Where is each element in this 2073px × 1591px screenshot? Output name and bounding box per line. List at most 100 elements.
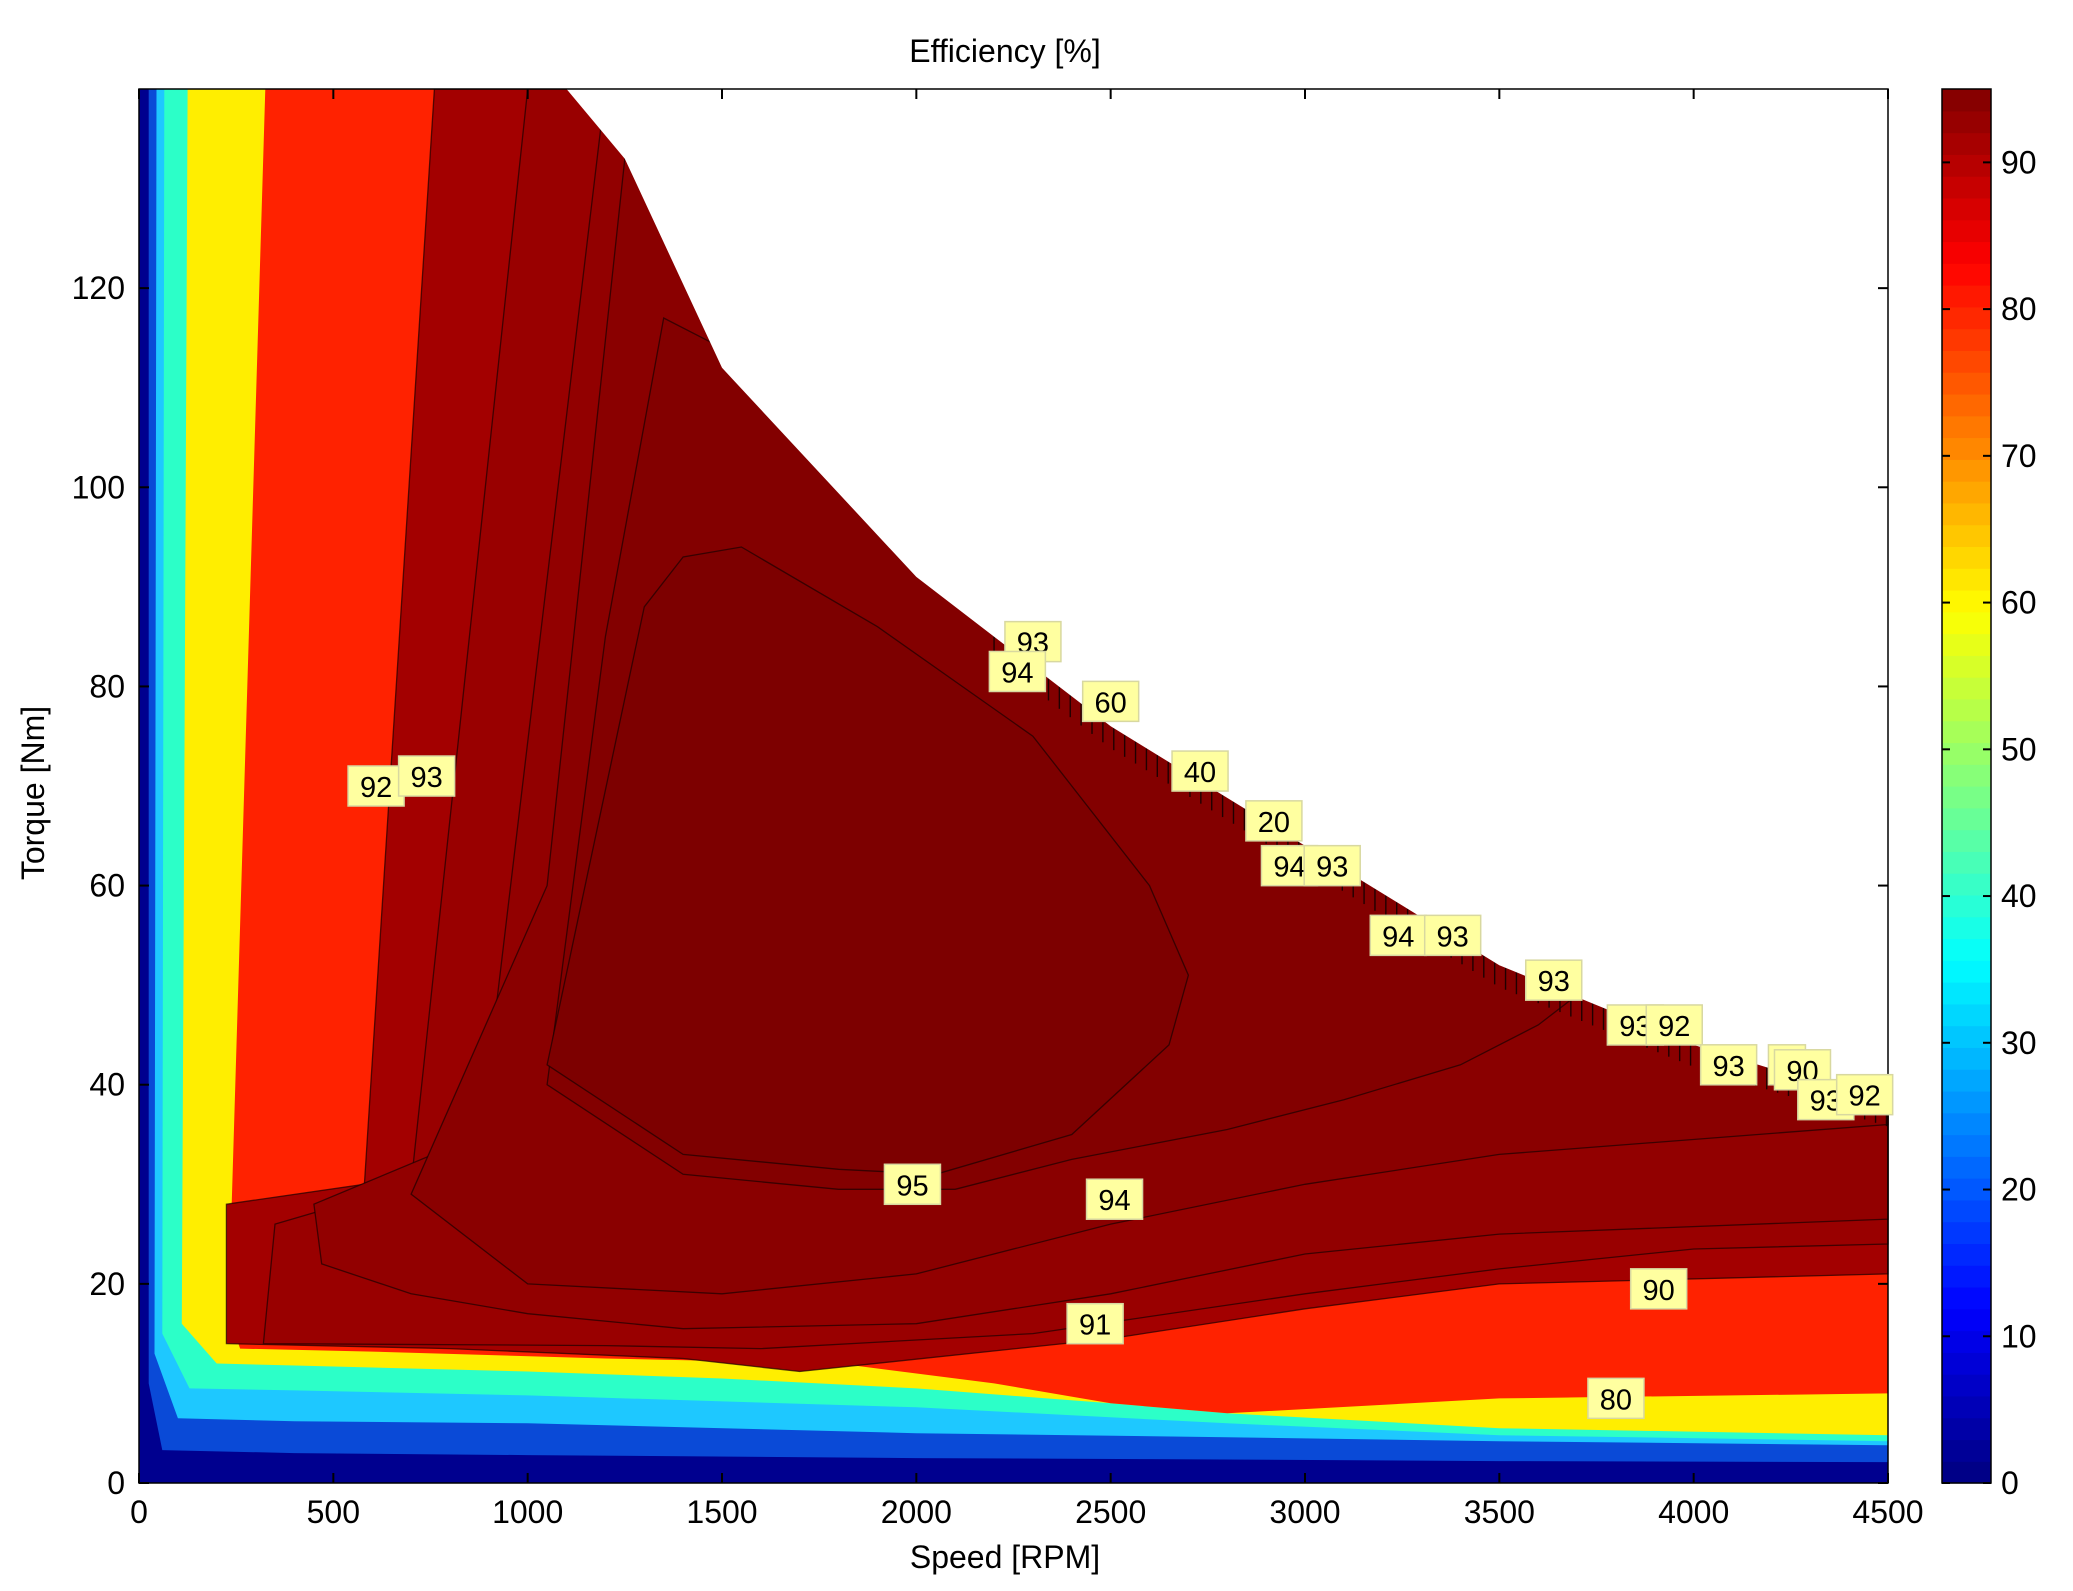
colorbar-swatch: [1942, 611, 1991, 635]
contour-label: 93: [1423, 914, 1482, 957]
axes-layer: 0 500 1000 1500 2000 2500 3000 3500 4000 4500 0 20 4…: [72, 88, 1924, 1530]
colorbar-swatch: [1942, 982, 1991, 1005]
colorbar-swatch: [1942, 1178, 1991, 1201]
colorbar-tick-label: 70: [2001, 438, 2037, 474]
colorbar-swatch: [1942, 677, 1991, 700]
contour-label-text: 93: [1538, 966, 1570, 998]
x-tick-label: 1500: [686, 1494, 757, 1530]
contour-label-text: 20: [1258, 807, 1290, 839]
contour-label-box: [1524, 959, 1583, 1001]
contour-label: 93: [1699, 1044, 1758, 1086]
colorbar-tick-label: 20: [2001, 1172, 2037, 1208]
x-tick-label: 1000: [492, 1494, 563, 1530]
x-tick-label: 3500: [1464, 1494, 1535, 1530]
colorbar-swatch: [1942, 1199, 1991, 1223]
colorbar-swatch: [1942, 1286, 1991, 1310]
x-tick-label: 2000: [881, 1494, 952, 1530]
colorbar-swatch: [1942, 328, 1991, 351]
colorbar-swatch: [1942, 263, 1991, 286]
colorbar-swatch: [1942, 1156, 1991, 1179]
colorbar-swatch: [1942, 1374, 1991, 1397]
colorbar-tick-label: 0: [2001, 1465, 2019, 1501]
colorbar-swatch: [1942, 481, 1991, 504]
colorbar-swatch: [1942, 829, 1991, 852]
colorbar-swatch: [1942, 437, 1991, 460]
contour-label-box: [347, 765, 405, 807]
colorbar-swatch: [1942, 1352, 1991, 1375]
colorbar-swatch: [1942, 764, 1991, 787]
contour-region-95: [546, 546, 1190, 1175]
colorbar-swatch: [1942, 568, 1991, 591]
contour-label-box: [1066, 1302, 1124, 1345]
colorbar-swatch: [1942, 1025, 1991, 1048]
y-tick-label: 120: [72, 270, 125, 306]
x-tick-label: 500: [307, 1494, 360, 1530]
contour-label: 94: [1085, 1178, 1144, 1220]
colorbar-swatch: [1942, 306, 1991, 330]
colorbar-swatch: [1942, 742, 1991, 765]
contour-label-box: [1171, 750, 1229, 792]
colorbar-swatch: [1942, 502, 1991, 526]
contour-label-layer: 9293939460402094939493939392938909392959…: [347, 620, 1894, 1420]
colorbar-swatch: [1942, 786, 1991, 809]
colorbar-swatch: [1942, 132, 1991, 155]
contour-label-box: [988, 650, 1047, 693]
colorbar-swatch: [1942, 459, 1991, 482]
x-axis-label: Speed [RPM]: [910, 1539, 1100, 1575]
colorbar-swatch: [1942, 1221, 1991, 1245]
colorbar-swatch: [1942, 1461, 1991, 1484]
contour-label-text: 93: [1316, 852, 1348, 884]
contour-label-box: [1085, 1178, 1144, 1220]
colorbar-swatch: [1942, 1330, 1991, 1353]
contour-label-box: [883, 1163, 942, 1206]
colorbar-swatch: [1942, 1265, 1991, 1288]
y-tick-label: 80: [89, 668, 125, 704]
colorbar-swatch: [1942, 350, 1991, 373]
colorbar-swatch: [1942, 851, 1991, 874]
colorbar-tick-label: 40: [2001, 878, 2037, 914]
colorbar-tick-label: 60: [2001, 585, 2037, 621]
x-tick-label: 4500: [1852, 1494, 1923, 1530]
x-tick-label: 2500: [1075, 1494, 1146, 1530]
contour-label-text: 95: [896, 1170, 928, 1202]
contour-label: 90: [1629, 1268, 1688, 1310]
colorbar-swatch: [1942, 546, 1991, 569]
y-tick-label: 60: [89, 868, 125, 904]
contour-label-text: 90: [1643, 1275, 1675, 1307]
x-tick-label: 3000: [1269, 1494, 1340, 1530]
contour-label: 20: [1245, 800, 1303, 842]
colorbar-swatch: [1942, 1417, 1991, 1441]
contour-label: 92: [1645, 1004, 1703, 1046]
x-tick-label: 4000: [1658, 1494, 1729, 1530]
colorbar-swatch: [1942, 1134, 1991, 1157]
y-tick-label: 100: [72, 469, 125, 505]
contour-label: 95: [883, 1163, 942, 1206]
colorbar-swatch: [1942, 219, 1991, 243]
contour-label-text: 40: [1184, 757, 1216, 789]
contour-label-box: [1587, 1377, 1645, 1420]
contour-label: 92: [347, 765, 405, 807]
contour-label-box: [1629, 1268, 1688, 1310]
colorbar-frame: [1941, 88, 1992, 1484]
colorbar-swatch: [1942, 633, 1991, 656]
contour-label-text: 93: [1713, 1051, 1745, 1083]
colorbar-swatch: [1942, 698, 1991, 722]
plot-frame: [138, 88, 1889, 1484]
contour-label-box: [1245, 800, 1303, 842]
colorbar-swatch: [1942, 894, 1991, 918]
colorbar-swatch: [1942, 807, 1991, 831]
colorbar-swatch: [1942, 1047, 1991, 1070]
colorbar-tick-label: 90: [2001, 144, 2037, 180]
contour-label: 40: [1171, 750, 1229, 792]
colorbar-swatch: [1942, 415, 1991, 439]
colorbar-swatch: [1942, 1003, 1991, 1027]
colorbar-swatch: [1942, 1090, 1991, 1114]
colorbar-tick-label: 10: [2001, 1318, 2037, 1354]
contour-label: 93: [1524, 959, 1583, 1001]
contour-label-text: 94: [1382, 921, 1414, 953]
colorbar-swatch: [1942, 197, 1991, 221]
contour-label-text: 93: [410, 762, 442, 794]
colorbar-swatch: [1942, 285, 1991, 308]
colorbar-swatch: [1942, 916, 1991, 940]
